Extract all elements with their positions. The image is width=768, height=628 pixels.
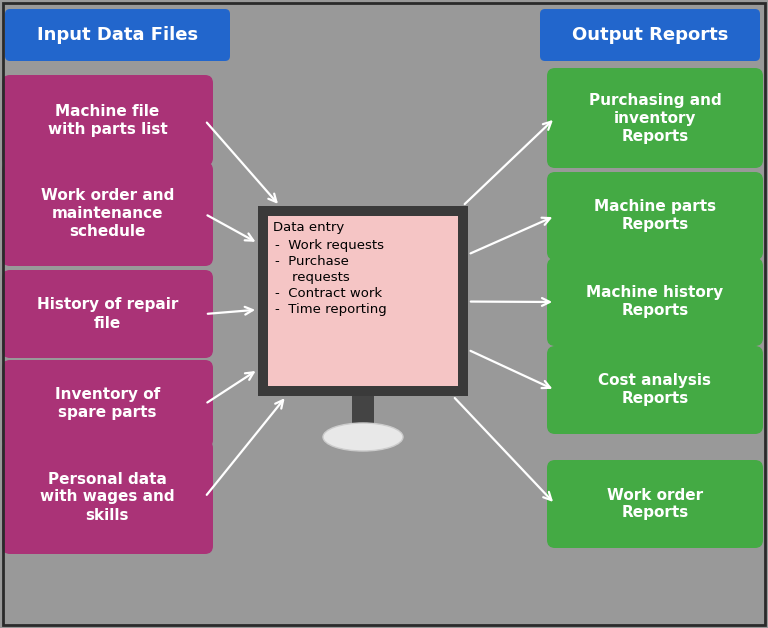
FancyBboxPatch shape bbox=[547, 172, 763, 260]
Text: History of repair
file: History of repair file bbox=[37, 298, 178, 330]
Text: Personal data
with wages and
skills: Personal data with wages and skills bbox=[40, 472, 175, 522]
FancyBboxPatch shape bbox=[540, 9, 760, 61]
Text: Inventory of
spare parts: Inventory of spare parts bbox=[55, 387, 160, 421]
Text: Work order
Reports: Work order Reports bbox=[607, 487, 703, 521]
FancyBboxPatch shape bbox=[2, 440, 213, 554]
Text: -  Contract work: - Contract work bbox=[275, 287, 382, 300]
Bar bbox=[352, 396, 374, 428]
FancyBboxPatch shape bbox=[2, 360, 213, 448]
FancyBboxPatch shape bbox=[547, 460, 763, 548]
Text: Output Reports: Output Reports bbox=[572, 26, 728, 44]
Ellipse shape bbox=[323, 423, 403, 451]
FancyBboxPatch shape bbox=[5, 9, 230, 61]
FancyBboxPatch shape bbox=[547, 258, 763, 346]
FancyBboxPatch shape bbox=[258, 206, 468, 396]
Text: Data entry: Data entry bbox=[273, 221, 344, 234]
Text: -  Time reporting: - Time reporting bbox=[275, 303, 387, 316]
FancyBboxPatch shape bbox=[2, 162, 213, 266]
Text: -  Work requests: - Work requests bbox=[275, 239, 384, 252]
Text: Work order and
maintenance
schedule: Work order and maintenance schedule bbox=[41, 188, 174, 239]
Text: Machine file
with parts list: Machine file with parts list bbox=[48, 104, 167, 137]
Text: Cost analysis
Reports: Cost analysis Reports bbox=[598, 374, 711, 406]
Text: Purchasing and
inventory
Reports: Purchasing and inventory Reports bbox=[588, 92, 721, 144]
FancyBboxPatch shape bbox=[2, 270, 213, 358]
FancyBboxPatch shape bbox=[547, 346, 763, 434]
Text: Machine history
Reports: Machine history Reports bbox=[587, 286, 723, 318]
FancyBboxPatch shape bbox=[268, 216, 458, 386]
Text: Machine parts
Reports: Machine parts Reports bbox=[594, 200, 716, 232]
Text: -  Purchase: - Purchase bbox=[275, 255, 349, 268]
Text: Input Data Files: Input Data Files bbox=[37, 26, 198, 44]
FancyBboxPatch shape bbox=[547, 68, 763, 168]
FancyBboxPatch shape bbox=[2, 75, 213, 166]
Text: requests: requests bbox=[275, 271, 349, 284]
